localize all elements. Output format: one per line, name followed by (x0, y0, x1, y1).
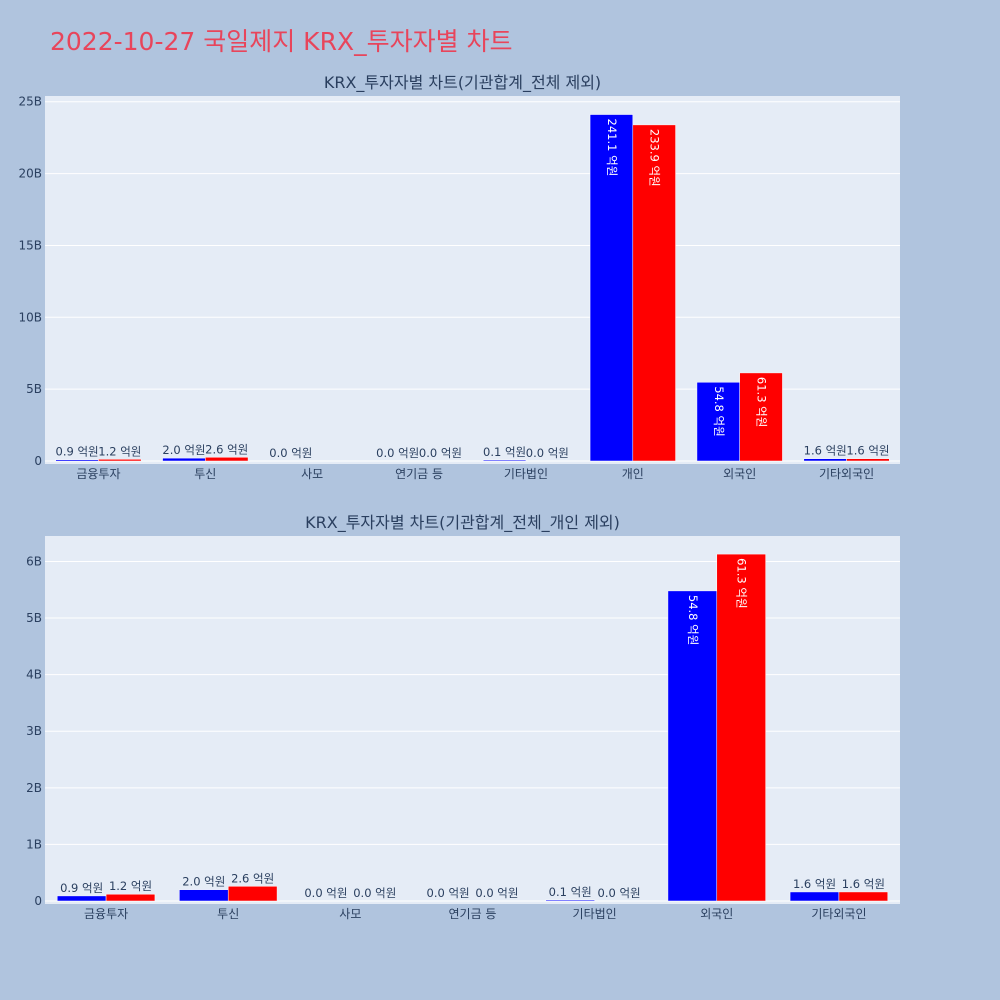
data-label: 1.6 억원 (793, 877, 836, 891)
data-label: 0.0 억원 (304, 886, 347, 900)
data-label: 0.0 억원 (427, 886, 470, 900)
data-label: 233.9 억원 (648, 129, 662, 187)
data-label: 2.0 억원 (182, 875, 225, 889)
x-tick-label: 연기금 등 (395, 467, 443, 480)
bar (98, 459, 142, 462)
x-tick-label: 기타외국인 (819, 467, 874, 480)
bar (179, 889, 229, 902)
x-tick-label: 금융투자 (76, 467, 120, 480)
chart-title: KRX_투자자별 차트(기관합계_전체_개인 제외) (305, 513, 620, 533)
y-tick-label: 1B (26, 837, 42, 851)
bar (838, 891, 889, 902)
data-label: 54.8 억원 (712, 386, 726, 436)
x-tick-label: 투신 (194, 467, 216, 480)
data-label: 2.6 억원 (205, 442, 248, 456)
bar (632, 124, 676, 462)
bar (55, 459, 99, 462)
bar (162, 457, 206, 462)
y-tick-label: 15B (18, 238, 42, 252)
bar (482, 459, 527, 462)
data-label: 0.1 억원 (549, 885, 592, 899)
bar (739, 372, 783, 462)
bar (846, 458, 890, 462)
data-label: 1.6 억원 (842, 877, 885, 891)
data-label: 0.0 억원 (376, 446, 419, 460)
chart-upper: KRX_투자자별 차트(기관합계_전체 제외) 0 5B 10B 15B 20B 25B 금융… (18, 73, 900, 480)
data-label: 0.0 억원 (475, 886, 518, 900)
data-label: 61.3 억원 (735, 558, 749, 608)
bar (667, 590, 718, 902)
x-tick-label: 금융투자 (84, 907, 128, 920)
x-tick-label: 외국인 (723, 467, 756, 480)
y-tick-label: 6B (26, 554, 42, 568)
bar (803, 458, 847, 462)
data-label: 0.0 억원 (419, 446, 462, 460)
page-title: 2022-10-27 국일제지 KRX_투자자별 차트 (50, 27, 513, 56)
bar (227, 886, 278, 902)
y-tick-label: 10B (18, 310, 42, 324)
x-tick-label: 투신 (217, 907, 239, 920)
data-label: 0.1 억원 (483, 445, 526, 459)
data-label: 0.0 억원 (526, 446, 569, 460)
data-label: 1.6 억원 (846, 444, 889, 458)
chart-lower: KRX_투자자별 차트(기관합계_전체_개인 제외) 0 1B 2B 3B 4B 5B 6B 금… (26, 513, 900, 920)
bar (789, 891, 840, 902)
data-label: 54.8 억원 (686, 595, 700, 645)
x-tick-label: 기타법인 (504, 467, 548, 480)
data-label: 1.2 억원 (109, 879, 152, 893)
bar (56, 895, 107, 902)
x-tick-label: 사모 (301, 467, 323, 480)
bar (105, 893, 156, 902)
y-tick-label: 2B (26, 781, 42, 795)
data-label: 0.0 억원 (269, 446, 312, 460)
x-tick-label: 외국인 (700, 907, 733, 920)
y-tick-label: 4B (26, 668, 42, 682)
data-label: 2.0 억원 (162, 443, 205, 457)
plot-area (45, 536, 900, 904)
y-tick-label: 20B (18, 167, 42, 181)
bar (716, 553, 766, 902)
x-tick-label: 사모 (339, 907, 361, 920)
bar (205, 457, 249, 462)
bar (696, 382, 740, 462)
data-label: 2.6 억원 (231, 871, 274, 885)
data-label: 241.1 억원 (605, 119, 619, 177)
chart-title: KRX_투자자별 차트(기관합계_전체 제외) (324, 73, 601, 93)
data-label: 0.0 억원 (598, 886, 641, 900)
data-label: 0.9 억원 (60, 881, 103, 895)
x-tick-label: 기타법인 (573, 907, 617, 920)
y-tick-label: 25B (18, 95, 42, 109)
data-label: 1.6 억원 (804, 444, 847, 458)
y-tick-label: 5B (26, 382, 42, 396)
x-tick-label: 기타외국인 (811, 907, 866, 920)
x-tick-label: 개인 (622, 467, 644, 480)
y-tick-label: 0 (34, 894, 42, 908)
data-label: 61.3 억원 (755, 377, 769, 427)
y-tick-label: 5B (26, 611, 42, 625)
x-tick-label: 연기금 등 (449, 907, 497, 920)
data-label: 0.9 억원 (56, 445, 99, 459)
bar (545, 899, 595, 902)
data-label: 0.0 억원 (353, 886, 396, 900)
data-label: 1.2 억원 (98, 444, 141, 458)
y-tick-label: 0 (34, 454, 42, 468)
y-tick-label: 3B (26, 724, 42, 738)
